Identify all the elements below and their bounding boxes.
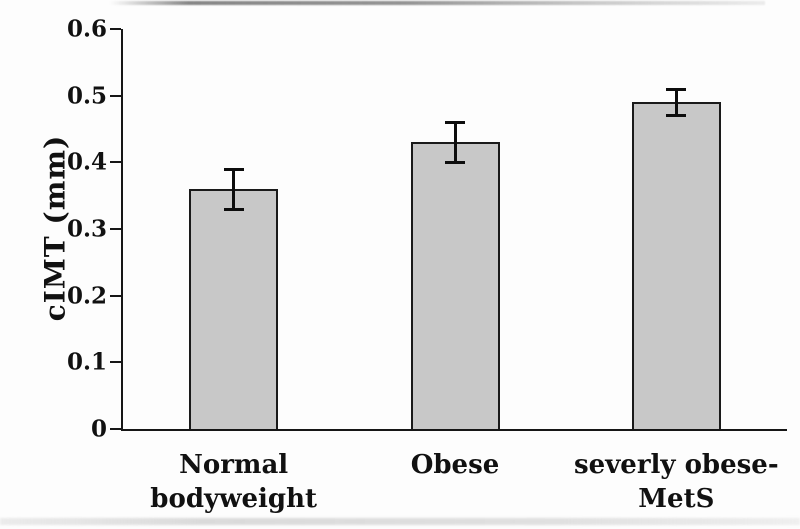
y-tick-mark [109,361,121,364]
error-bar-cap-top [223,167,244,171]
error-bar-cap-bottom [223,207,244,211]
y-tick-mark [109,294,121,297]
error-bar-cap-bottom [666,114,687,118]
bar [631,102,721,429]
bar [410,142,500,429]
x-category-label: severly obese- MetS [574,450,779,514]
y-tick-mark [109,28,121,30]
error-bar [232,169,236,209]
y-tick-label: 0.5 [66,82,107,110]
error-bar [453,122,457,163]
y-tick-label: 0.2 [66,282,107,310]
y-tick-label: 0.1 [66,348,107,376]
scan-artifact-bottom [0,518,800,525]
y-tick-label: 0.6 [66,15,107,43]
y-tick-mark [109,228,121,230]
error-bar-cap-top [666,87,687,91]
y-tick-mark [109,428,121,430]
error-bar [674,89,678,116]
x-category-label: Normal bodyweight [150,450,317,514]
error-bar-cap-bottom [445,160,465,164]
bar [189,189,279,429]
error-bar-cap-top [445,120,465,124]
scan-artifact-top [110,1,765,5]
y-tick-label: 0 [90,415,107,443]
y-tick-mark [109,161,121,164]
y-tick-label: 0.4 [66,148,107,176]
y-tick-mark [109,94,121,97]
y-tick-label: 0.3 [66,215,107,243]
x-category-label: Obese [410,450,500,480]
plot-area: 0 0.1 0.2 0.3 0.4 0.5 0.6 [67,16,787,443]
